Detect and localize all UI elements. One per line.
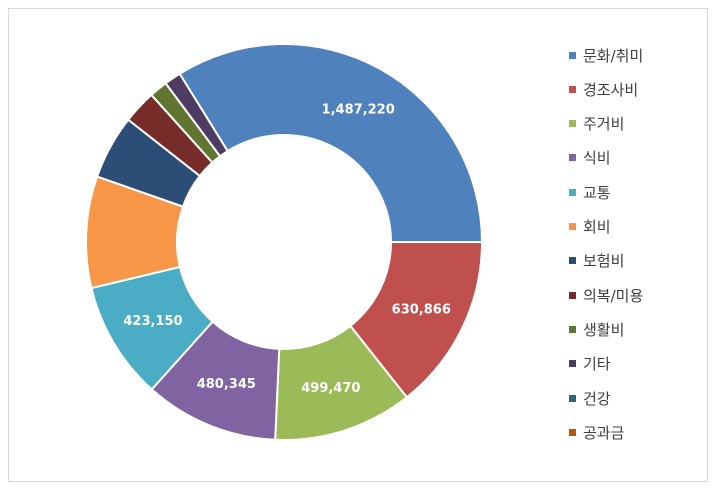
legend-swatch — [569, 325, 576, 333]
legend-label: 문화/취미 — [583, 46, 644, 65]
legend-label: 생활비 — [583, 320, 625, 339]
donut-chart: 1,487,220 630,866 499,470 480,345 423,150 — [85, 43, 484, 441]
legend-label: 보험비 — [583, 252, 625, 271]
legend-label: 의복/미용 — [583, 286, 644, 305]
legend-label: 교통 — [583, 183, 611, 202]
legend-swatch — [569, 51, 576, 59]
legend-swatch — [569, 154, 576, 162]
legend-item: 공과금 — [569, 422, 624, 442]
legend-item: 건강 — [569, 388, 611, 408]
legend-item: 기타 — [569, 354, 611, 374]
data-label: 1,487,220 — [322, 103, 395, 118]
data-label: 423,150 — [123, 314, 182, 329]
legend-label: 주거비 — [583, 115, 625, 134]
donut-slice — [178, 43, 484, 243]
data-label: 630,866 — [392, 302, 451, 317]
legend-item: 식비 — [569, 148, 611, 168]
legend-label: 식비 — [583, 149, 611, 168]
legend-swatch — [569, 428, 576, 436]
legend-swatch — [569, 360, 576, 368]
legend-label: 경조사비 — [583, 80, 639, 99]
legend-item: 경조사비 — [569, 79, 638, 99]
chart-area: 1,487,220 630,866 499,470 480,345 423,150 문화… — [8, 8, 708, 482]
data-label: 480,345 — [197, 377, 256, 392]
legend-item: 보험비 — [569, 251, 624, 271]
donut-slice — [164, 72, 229, 158]
legend-label: 건강 — [583, 389, 611, 408]
legend-item: 의복/미용 — [569, 285, 643, 305]
legend-swatch — [569, 223, 576, 230]
data-label: 499,470 — [301, 381, 360, 396]
legend-swatch — [569, 394, 576, 402]
legend-item: 교통 — [569, 182, 611, 202]
legend-label: 공과금 — [583, 423, 625, 442]
legend-swatch — [569, 120, 576, 128]
legend-swatch — [569, 188, 576, 196]
legend-label: 기타 — [583, 355, 611, 374]
legend-swatch — [569, 257, 576, 265]
legend-item: 주거비 — [569, 114, 624, 134]
legend-item: 생활비 — [569, 319, 624, 339]
legend-label: 회비 — [583, 218, 611, 236]
legend-item: 회비 — [569, 217, 611, 237]
legend-item: 문화/취미 — [569, 45, 643, 65]
legend-swatch — [569, 85, 576, 93]
legend-swatch — [569, 291, 576, 299]
